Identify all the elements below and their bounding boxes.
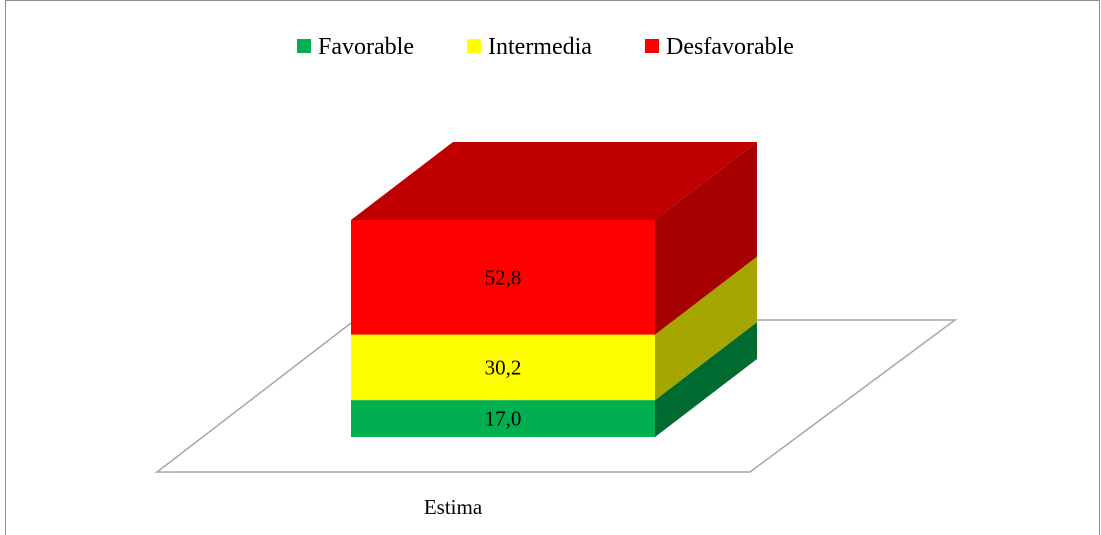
data-label-desfavorable: 52,8 (485, 265, 522, 289)
data-label-favorable: 17,0 (485, 407, 522, 431)
bar-stack (351, 142, 757, 437)
bar-side-favorable (655, 322, 757, 437)
bar-segment-intermedia (351, 334, 655, 401)
chart-frame (5, 0, 1100, 535)
data-label-intermedia: 30,2 (485, 355, 522, 379)
bar-side-intermedia (655, 256, 757, 401)
legend-label-intermedia: Intermedia (488, 34, 592, 60)
bar-top-face (351, 142, 757, 220)
bar-segment-desfavorable (351, 220, 655, 335)
bar-segment-favorable (351, 400, 655, 437)
legend-swatch-favorable (297, 39, 311, 53)
legend-swatch-intermedia (467, 39, 481, 53)
category-label-estima: Estima (424, 495, 483, 519)
legend-label-favorable: Favorable (318, 34, 414, 60)
legend: Favorable Intermedia Desfavorable (297, 34, 794, 60)
legend-swatch-desfavorable (645, 39, 659, 53)
legend-label-desfavorable: Desfavorable (666, 34, 794, 60)
bar-side-desfavorable (655, 142, 757, 335)
